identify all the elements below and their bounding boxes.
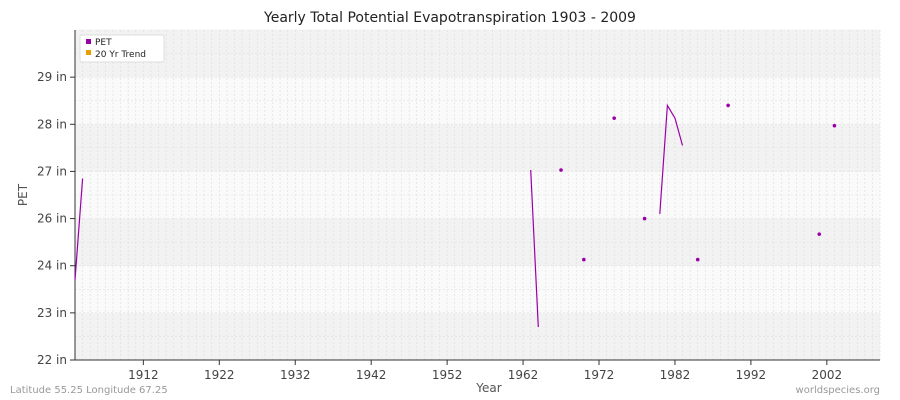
x-tick-labels: 1912 1922 1932 1942 1952 1962 1972 1982 1992 2002 [128, 360, 842, 382]
grid-lines [74, 29, 881, 361]
data-point [817, 232, 822, 236]
chart-title: Yearly Total Potential Evapotranspiratio… [263, 10, 636, 26]
x-tick-label: 1972 [584, 368, 615, 382]
y-tick-label: 29 in [37, 70, 67, 84]
y-tick-labels: 22 in 23 in 24 in 26 in 27 in 28 in 29 in [37, 70, 75, 367]
legend: PET 20 Yr Trend [79, 34, 165, 63]
y-tick-label: 26 in [37, 212, 67, 226]
trend-lines [74, 103, 684, 328]
trend-line [530, 169, 539, 328]
x-tick-label: 1912 [128, 368, 159, 382]
legend-label-pet: PET [95, 38, 112, 48]
data-point [695, 257, 700, 262]
footer-location: Latitude 55.25 Longitude 67.25 [10, 385, 168, 396]
band [75, 30, 880, 78]
band [75, 265, 880, 313]
data-point [582, 257, 586, 262]
y-tick-label: 27 in [37, 164, 67, 178]
x-tick-label: 1992 [736, 368, 767, 382]
x-axis-label: Year [475, 381, 501, 395]
data-point [612, 116, 616, 120]
band [75, 312, 880, 360]
pet-points [559, 103, 837, 262]
legend-box [79, 34, 165, 63]
y-tick-label: 28 in [37, 117, 67, 131]
x-tick-label: 2002 [812, 368, 843, 382]
data-point [832, 123, 837, 128]
legend-swatch-pet [86, 39, 91, 44]
x-tick-label: 1942 [356, 368, 387, 382]
data-point [642, 216, 647, 221]
y-tick-label: 24 in [37, 259, 67, 273]
y-tick-label: 23 in [37, 306, 67, 320]
axes [74, 30, 880, 361]
band [75, 77, 880, 125]
x-tick-label: 1932 [280, 368, 311, 382]
legend-swatch-trend [86, 50, 91, 55]
trend-line [659, 103, 684, 214]
footer-source: worldspecies.org [796, 385, 880, 396]
x-tick-label: 1922 [204, 368, 235, 382]
y-tick-label: 22 in [37, 353, 67, 367]
data-point [559, 168, 563, 172]
x-tick-label: 1962 [508, 368, 539, 382]
x-tick-label: 1952 [432, 368, 463, 382]
x-tick-label: 1982 [660, 368, 691, 382]
legend-label-trend: 20 Yr Trend [95, 50, 146, 60]
data-point [726, 103, 730, 108]
trend-line [74, 178, 84, 280]
y-axis-label: PET [16, 183, 30, 206]
